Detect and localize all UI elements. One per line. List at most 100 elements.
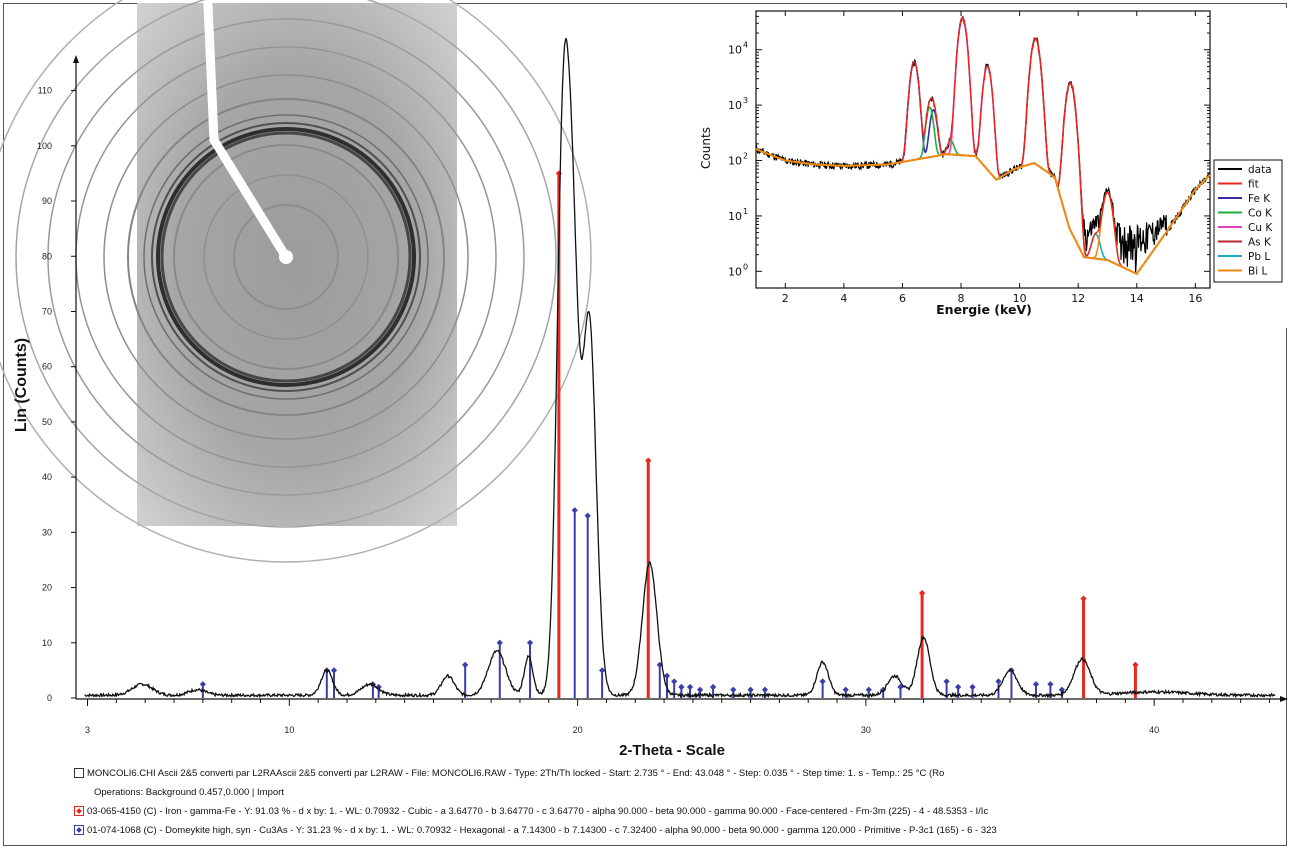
domeykite-marker [697,686,704,693]
x-tick-label: 30 [861,725,871,735]
figure-frame [3,3,1287,846]
beamstop-arm [203,0,291,262]
y-tick-label: 0 [47,693,52,703]
inset-legend-label: Cu K [1248,222,1273,234]
x-tick-label: 10 [284,725,294,735]
inset-x-tick-label: 10 [1013,292,1027,305]
inset-y-tick-label: 10 [728,210,742,223]
domeykite-marker [671,678,678,685]
domeykite-marker [747,686,754,693]
iron-marker [645,457,652,464]
inset-x-tick-label: 14 [1130,292,1144,305]
y-tick-label: 60 [42,362,52,372]
iron-diamond-icon [74,806,84,816]
legend-line-4: 01-074-1068 (C) - Domeykite high, syn - … [87,825,997,836]
y-tick-label: 50 [42,417,52,427]
inset-y-tick-label: 10 [728,265,742,278]
domeykite-marker [842,686,849,693]
domeykite-marker [526,639,534,646]
inset-legend: data fit Fe K Co K Cu K As K Pb L Bi L [1213,159,1283,283]
domeykite-marker [943,678,950,685]
y-axis-arrow-icon [73,55,79,63]
legend-line-1: MONCOLI6.CHI Ascii 2&5 converti par L2RA… [87,768,945,779]
domeykite-marker [819,678,826,685]
domeykite-marker [678,683,685,691]
domeykite-marker [1047,681,1054,688]
inset-y-tick-exponent: 1 [743,207,748,216]
inset-y-tick-exponent: 2 [743,152,748,161]
iron-marker [1132,661,1139,668]
inset-x-tick-label: 2 [782,292,789,305]
inset-x-label: Energie (keV) [936,302,1032,317]
iron-marker [555,170,562,177]
domeykite-marker [598,667,606,674]
x-axis-arrow-icon [1280,696,1288,702]
inset-x-tick-label: 16 [1188,292,1202,305]
pattern-symbol-icon [74,768,84,778]
diffraction-image [0,0,592,563]
inset-y-tick-exponent: 3 [743,96,748,105]
y-tick-label: 40 [42,472,52,482]
reference-sticks [199,170,1139,698]
domeykite-marker [584,512,591,519]
domeykite-marker [199,681,206,688]
inset-y-tick-exponent: 4 [743,41,748,50]
inset-x-tick-label: 6 [899,292,906,305]
legend-entry-domeykite: 01-074-1068 (C) - Domeykite high, syn - … [74,825,997,836]
y-tick-label: 20 [42,583,52,593]
y-tick-label: 70 [42,306,52,316]
legend-line-2: Operations: Background 0.457,0.000 | Imp… [94,787,284,798]
legend-entry-pattern: MONCOLI6.CHI Ascii 2&5 converti par L2RA… [74,768,944,779]
inset-y-tick-label: 10 [728,44,742,57]
inset-legend-label: As K [1248,237,1272,249]
domeykite-marker [496,639,503,646]
domeykite-marker [1032,681,1040,688]
domeykite-marker [995,678,1002,685]
y-tick-label: 100 [37,141,52,151]
inset-legend-label: Bi L [1248,266,1267,278]
domeykite-marker [663,672,671,680]
domeykite-marker [865,686,872,693]
y-tick-label: 30 [42,527,52,537]
inset-y-tick-label: 10 [728,155,742,168]
legend-entry-operations: Operations: Background 0.457,0.000 | Imp… [94,787,284,798]
y-tick-label: 80 [42,251,52,261]
iron-marker [918,589,926,597]
inset-x-tick-label: 4 [840,292,847,305]
y-tick-label: 10 [42,638,52,648]
x-axis-label: 2-Theta - Scale [619,742,725,759]
domeykite-marker [730,686,737,693]
inset-legend-label: Pb L [1248,251,1270,263]
legend-line-3: 03-065-4150 (C) - Iron - gamma-Fe - Y: 9… [87,806,989,817]
domeykite-marker [462,661,469,668]
x-tick-label: 20 [573,725,583,735]
inset-x-tick-label: 12 [1071,292,1085,305]
iron-marker [1080,595,1087,602]
inset-x-tick-label: 8 [958,292,965,305]
inset-y-tick-exponent: 0 [743,262,748,271]
y-axis-label: Lin (Counts) [13,338,30,432]
legend-entry-iron: 03-065-4150 (C) - Iron - gamma-Fe - Y: 9… [74,806,988,817]
inset-legend-label: Co K [1248,208,1273,220]
domeykite-marker [330,667,338,674]
inset-y-tick-label: 10 [728,99,742,112]
domeykite-marker [571,507,578,514]
y-tick-label: 110 [38,86,52,96]
y-tick-label: 90 [42,196,52,206]
inset-background-line [755,148,1211,276]
domeykite-marker [709,683,717,691]
domeykite-diamond-icon [74,825,84,835]
inset-legend-label: Fe K [1248,193,1271,205]
x-tick-label: 3 [85,725,90,735]
beamstop [279,250,293,264]
x-tick-label: 40 [1149,725,1159,735]
inset-legend-label: data [1248,164,1272,176]
domeykite-marker [761,686,769,693]
domeykite-marker [969,683,976,691]
diffraction-pattern-line [84,37,1276,699]
domeykite-marker [686,683,694,691]
domeykite-marker [955,683,962,691]
